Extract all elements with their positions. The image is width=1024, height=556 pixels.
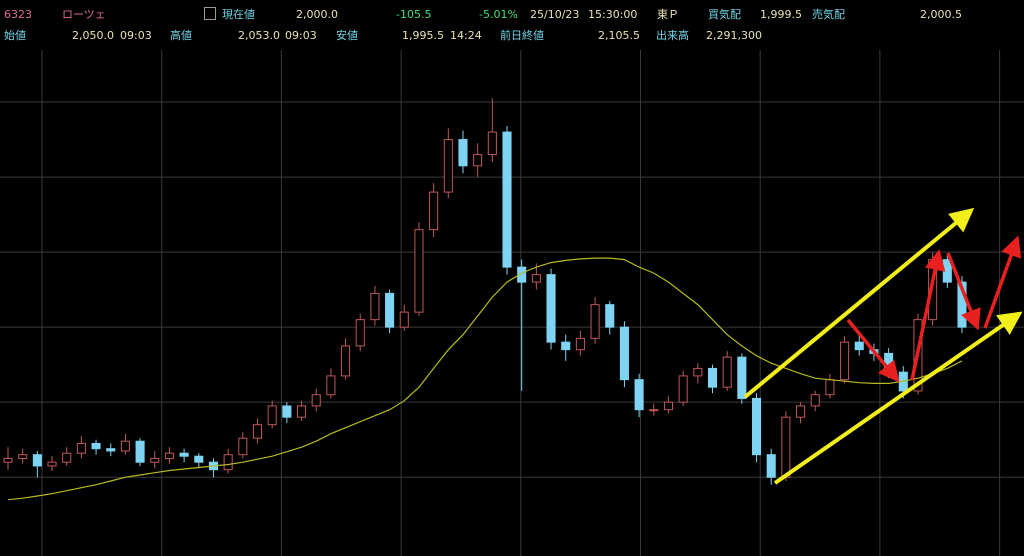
- field-value: 2,105.5: [598, 29, 640, 42]
- market: 東Ｐ: [657, 8, 679, 21]
- candle-body: [575, 337, 585, 351]
- stock-code: 6323: [4, 8, 32, 21]
- candle-body: [840, 341, 850, 381]
- candle-body: [443, 139, 453, 193]
- candle-body: [267, 405, 277, 426]
- stock-name[interactable]: ローツェ: [62, 8, 106, 21]
- candle-body: [737, 356, 747, 399]
- field-value: 2,000.0: [296, 8, 338, 21]
- candle-body: [32, 454, 42, 467]
- field-label: 売気配: [812, 8, 845, 21]
- field-value: 1,995.5: [402, 29, 444, 42]
- field-value: 2,050.0: [72, 29, 114, 42]
- candle-body: [561, 341, 571, 351]
- change: -105.5: [396, 8, 432, 21]
- candle-body: [517, 266, 527, 283]
- candle-body: [429, 191, 439, 231]
- candle-body: [766, 454, 776, 478]
- candle-body: [252, 424, 263, 439]
- red-move-arrow: [946, 252, 981, 331]
- candle-body: [634, 379, 644, 411]
- yellow-trend-arrow: [773, 311, 1023, 485]
- candle-body: [238, 437, 248, 456]
- candle-body: [751, 397, 762, 456]
- candle-body: [223, 454, 233, 471]
- candle-body: [3, 457, 13, 463]
- trend-annotations: [743, 207, 1023, 485]
- field-value: 1,999.5: [760, 8, 802, 21]
- candle-body: [91, 442, 101, 450]
- moving-average-line: [7, 257, 963, 501]
- candle-body: [619, 326, 629, 381]
- candle-body: [473, 154, 483, 167]
- candle-body: [179, 452, 189, 457]
- candle-body: [854, 341, 864, 351]
- field-value: 2,291,300: [706, 29, 762, 42]
- yellow-trend-arrow: [743, 207, 975, 399]
- candle-body: [678, 375, 688, 403]
- candle-body: [502, 131, 512, 268]
- candle-body: [722, 356, 732, 388]
- candle-body: [810, 394, 820, 407]
- candle-body: [341, 345, 351, 377]
- candle-body: [194, 455, 204, 463]
- red-move-arrow: [983, 235, 1022, 329]
- candle-body: [707, 367, 718, 388]
- candle-body: [282, 405, 292, 418]
- candle-body: [385, 292, 395, 328]
- candle-body: [18, 454, 28, 459]
- date: 25/10/23: [530, 8, 580, 21]
- field-value: 2,053.0: [238, 29, 280, 42]
- candle-body: [326, 375, 336, 396]
- candle-body: [47, 461, 57, 467]
- field-label: 始値: [4, 29, 26, 42]
- field-label: 現在値: [222, 8, 255, 21]
- candle-body: [399, 311, 409, 328]
- time: 15:30:00: [588, 8, 638, 21]
- candle-body: [135, 440, 145, 463]
- field-value: 2,000.5: [920, 8, 962, 21]
- field-time: 14:24: [450, 29, 482, 42]
- field-label: 前日終値: [500, 29, 544, 42]
- candle-body: [825, 379, 835, 396]
- candle-body: [546, 274, 556, 343]
- candle-body: [62, 452, 72, 463]
- candle-body: [414, 229, 424, 313]
- candle-body: [120, 440, 130, 452]
- field-label: 安値: [336, 29, 358, 42]
- field-time: 09:03: [120, 29, 152, 42]
- candle-body: [164, 452, 174, 459]
- candle-body: [487, 131, 497, 156]
- field-label: 買気配: [708, 8, 741, 21]
- candle-body: [605, 304, 615, 328]
- candle-body: [76, 442, 86, 454]
- candle-body: [355, 319, 365, 347]
- candle-body: [150, 457, 160, 463]
- change-pct: -5.01%: [479, 8, 518, 21]
- candle-body: [649, 409, 659, 412]
- field-label: 出来高: [656, 29, 689, 42]
- candle-body: [781, 416, 791, 478]
- candle-body: [590, 304, 600, 339]
- red-move-arrow: [846, 318, 900, 383]
- field-time: 09:03: [285, 29, 317, 42]
- candle-body: [663, 401, 673, 411]
- candle-body: [370, 292, 380, 321]
- candle-body: [297, 405, 307, 418]
- candle-body: [458, 139, 468, 167]
- candle-body: [311, 394, 321, 407]
- candle-body: [531, 274, 541, 283]
- candle-body: [106, 448, 116, 452]
- candle-body: [693, 367, 703, 377]
- field-label: 高値: [170, 29, 192, 42]
- memo-icon[interactable]: [204, 7, 216, 20]
- candle-body: [796, 405, 806, 418]
- red-move-arrow: [910, 249, 946, 381]
